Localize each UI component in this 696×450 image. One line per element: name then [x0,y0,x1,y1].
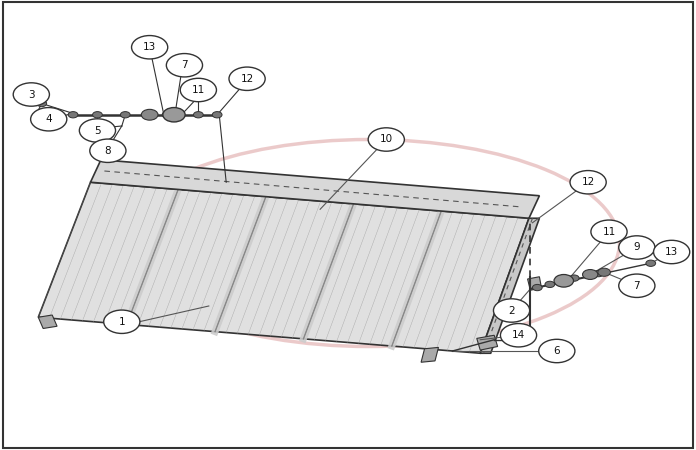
Polygon shape [477,335,498,350]
Polygon shape [38,182,529,353]
Circle shape [500,324,537,347]
Circle shape [598,268,610,276]
Polygon shape [480,218,539,353]
Circle shape [79,119,116,142]
Text: 7: 7 [633,281,640,291]
Circle shape [162,112,172,118]
Text: 13: 13 [665,247,679,257]
Circle shape [591,220,627,243]
Text: 2: 2 [508,306,515,315]
Circle shape [583,270,598,279]
Circle shape [104,310,140,333]
Circle shape [554,274,574,287]
Circle shape [619,236,655,259]
Text: 10: 10 [380,135,393,144]
Text: INC: INC [482,220,500,230]
Circle shape [594,270,603,277]
Text: 12: 12 [581,177,595,187]
Circle shape [569,275,579,281]
Circle shape [532,284,542,291]
Text: 11: 11 [191,85,205,95]
Circle shape [493,299,530,322]
Text: 12: 12 [240,74,254,84]
Polygon shape [38,315,57,328]
Circle shape [163,108,185,122]
Text: SPECIALISTS: SPECIALISTS [276,240,454,264]
Text: 3: 3 [28,90,35,99]
Circle shape [93,112,102,118]
Circle shape [132,36,168,59]
Circle shape [180,78,216,102]
Text: 9: 9 [633,243,640,252]
Text: 6: 6 [553,346,560,356]
Circle shape [545,281,555,288]
Text: 8: 8 [104,146,111,156]
Circle shape [13,83,49,106]
Text: EQUIPMENT: EQUIPMENT [279,206,445,230]
Circle shape [68,112,78,118]
Text: 14: 14 [512,330,525,340]
Circle shape [166,54,203,77]
Circle shape [539,339,575,363]
Text: 11: 11 [602,227,616,237]
Text: 7: 7 [181,60,188,70]
Circle shape [570,171,606,194]
Circle shape [193,112,203,118]
Polygon shape [528,277,541,290]
Text: 5: 5 [94,126,101,135]
Circle shape [654,240,690,264]
Circle shape [646,260,656,266]
Circle shape [120,112,130,118]
Polygon shape [90,160,539,218]
Text: 13: 13 [143,42,157,52]
Circle shape [90,139,126,162]
Circle shape [37,100,47,107]
Text: 1: 1 [118,317,125,327]
Polygon shape [421,347,438,362]
Circle shape [619,274,655,297]
Text: 4: 4 [45,114,52,124]
Circle shape [141,109,158,120]
Circle shape [229,67,265,90]
Circle shape [31,108,67,131]
Circle shape [212,112,222,118]
Circle shape [368,128,404,151]
